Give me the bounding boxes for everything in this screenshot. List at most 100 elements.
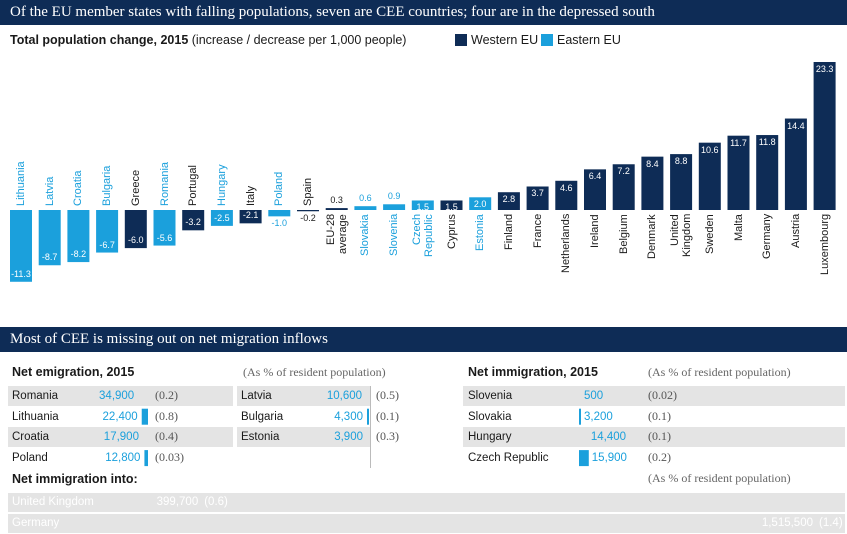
value-label: -5.6	[156, 232, 173, 243]
bar	[144, 450, 148, 467]
row-background	[237, 386, 370, 406]
bar	[579, 408, 581, 425]
x-tick-label: Lithuania	[15, 161, 27, 206]
value-label: -6.0	[128, 235, 144, 246]
row-share: (0.6)	[204, 496, 228, 508]
value-label: -3.2	[185, 217, 201, 228]
x-tick-label: Estonia	[474, 214, 487, 251]
x-tick-label: Spain	[302, 177, 314, 206]
x-tick-label: Sweden	[703, 214, 716, 254]
row-value: 399,700	[156, 496, 199, 508]
x-tick-label: Slovenia	[388, 214, 401, 257]
row-name: Hungary	[468, 431, 512, 444]
value-label: -2.5	[214, 212, 230, 223]
bar	[367, 408, 369, 425]
row-share: (0.1)	[376, 408, 399, 423]
row-name: Slovenia	[468, 390, 513, 402]
bar	[612, 164, 635, 210]
x-tick-label: United Kingdom	[669, 214, 694, 258]
x-tick-label: Slovakia	[359, 214, 372, 256]
x-tick-label: Poland	[273, 171, 286, 206]
legend-swatch	[541, 34, 553, 46]
value-label: 7.2	[617, 166, 630, 177]
x-tick-label: Hungary	[215, 164, 228, 206]
row-name: Germany	[12, 517, 60, 529]
value-label: 2.0	[473, 199, 487, 210]
row-value: 17,900	[103, 431, 139, 444]
row-value: 14,400	[590, 431, 627, 444]
x-tick-label: Portugal	[187, 165, 200, 206]
table-title: Net immigration, 2015	[468, 365, 598, 379]
header-title: Of the EU member states with falling pop…	[10, 4, 655, 20]
row-name: Lithuania	[12, 410, 59, 423]
value-label: -11.3	[11, 268, 31, 279]
row-share: (0.1)	[648, 429, 671, 444]
x-tick-label: Austria	[789, 214, 802, 249]
bar	[182, 210, 205, 231]
bar	[813, 62, 836, 210]
table-note: (As % of resident population)	[243, 365, 386, 379]
value-label: 0.3	[330, 195, 343, 206]
row-name: Romania	[12, 390, 59, 402]
row-name: Poland	[12, 452, 48, 465]
row-share: (0.1)	[648, 408, 671, 423]
value-label: -0.2	[300, 213, 316, 224]
value-label: 6.4	[588, 171, 602, 182]
value-label: 0.6	[359, 193, 372, 204]
bar	[268, 210, 291, 217]
value-label: 3.7	[531, 188, 544, 199]
chart-heading: Total population change, 2015 (increase …	[10, 33, 406, 47]
bar	[555, 180, 578, 210]
row-value: 10,600	[326, 390, 363, 402]
row-background	[237, 427, 370, 448]
bar	[96, 210, 119, 253]
row-share: (0.03)	[155, 450, 184, 465]
x-tick-label: Romania	[158, 161, 171, 206]
value-label: 14.4	[787, 120, 805, 131]
row-share: (0.8)	[155, 408, 178, 423]
bar	[38, 210, 61, 266]
x-tick-label: Bulgaria	[101, 165, 114, 206]
x-tick-label: EU-28 average	[324, 214, 349, 254]
x-tick-label: Netherlands	[560, 214, 573, 274]
bar	[239, 210, 262, 224]
value-label: -8.2	[70, 249, 87, 260]
row-name: United Kingdom	[12, 496, 94, 508]
x-tick-label: Cyprus	[445, 214, 458, 249]
legend-label: Western EU	[471, 33, 539, 47]
bar	[526, 186, 549, 210]
table-title: Net emigration, 2015	[12, 365, 135, 379]
value-label: -8.7	[41, 252, 58, 263]
row-share: (0.5)	[376, 388, 399, 402]
bar	[641, 156, 664, 210]
bar	[411, 200, 434, 210]
bar	[10, 210, 32, 282]
row-value: 3,200	[584, 410, 613, 423]
value-label: 11.7	[730, 137, 747, 148]
bar	[124, 210, 147, 249]
bar	[670, 154, 693, 210]
value-label: -6.7	[99, 239, 115, 250]
divider	[370, 386, 371, 468]
x-tick-label: Latvia	[43, 176, 56, 206]
row-share: (0.4)	[155, 429, 178, 444]
x-tick-label: Croatia	[72, 170, 85, 206]
x-tick-label: Malta	[732, 214, 745, 241]
row-name: Croatia	[12, 431, 50, 444]
row-value: 3,900	[334, 431, 363, 444]
row-share: (0.02)	[648, 388, 677, 402]
bar	[153, 210, 176, 246]
chart-subtitle: (increase / decrease per 1,000 people)	[191, 33, 407, 47]
bar	[584, 169, 606, 210]
section-title: Most of CEE is missing out on net migrat…	[10, 331, 328, 347]
x-tick-label: Germany	[761, 214, 774, 260]
value-label: 0.9	[387, 191, 401, 202]
row-value: 15,900	[591, 452, 627, 465]
legend-label: Eastern EU	[557, 33, 621, 47]
value-label: -2.1	[242, 210, 259, 221]
row-name: Latvia	[241, 390, 272, 402]
x-tick-label: Greece	[129, 169, 142, 206]
row-background	[8, 386, 233, 406]
row-background	[8, 427, 233, 448]
x-tick-label: France	[531, 214, 544, 249]
